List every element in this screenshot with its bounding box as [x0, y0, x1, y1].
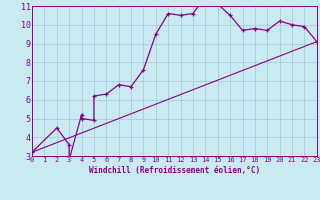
X-axis label: Windchill (Refroidissement éolien,°C): Windchill (Refroidissement éolien,°C) [89, 166, 260, 175]
